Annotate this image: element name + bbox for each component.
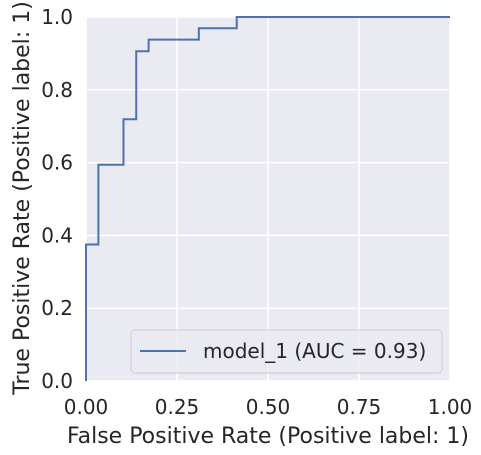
x-tick-label: 0.50: [246, 395, 291, 419]
x-axis-label: False Positive Rate (Positive label: 1): [67, 424, 469, 449]
y-ticks: 0.0 0.2 0.4 0.6 0.8 1.0: [41, 5, 73, 393]
roc-curve-line: [85, 16, 450, 381]
x-ticks: 0.00 0.25 0.50 0.75 1.00: [64, 395, 473, 419]
y-tick-label: 0.2: [41, 296, 73, 320]
y-tick-label: 1.0: [41, 5, 73, 29]
y-axis-label: True Positive Rate (Positive label: 1): [10, 1, 35, 396]
x-tick-label: 0.25: [155, 395, 200, 419]
x-tick-label: 0.00: [64, 395, 109, 419]
legend-label: model_1 (AUC = 0.93): [203, 339, 426, 363]
y-tick-label: 0.6: [41, 151, 73, 175]
y-tick-label: 0.8: [41, 78, 73, 102]
legend: model_1 (AUC = 0.93): [130, 329, 443, 374]
legend-box: [130, 329, 443, 374]
x-tick-label: 0.75: [337, 395, 382, 419]
y-tick-label: 0.0: [41, 369, 73, 393]
y-tick-label: 0.4: [41, 223, 73, 247]
series-layer: [85, 16, 450, 381]
x-tick-label: 1.00: [428, 395, 473, 419]
